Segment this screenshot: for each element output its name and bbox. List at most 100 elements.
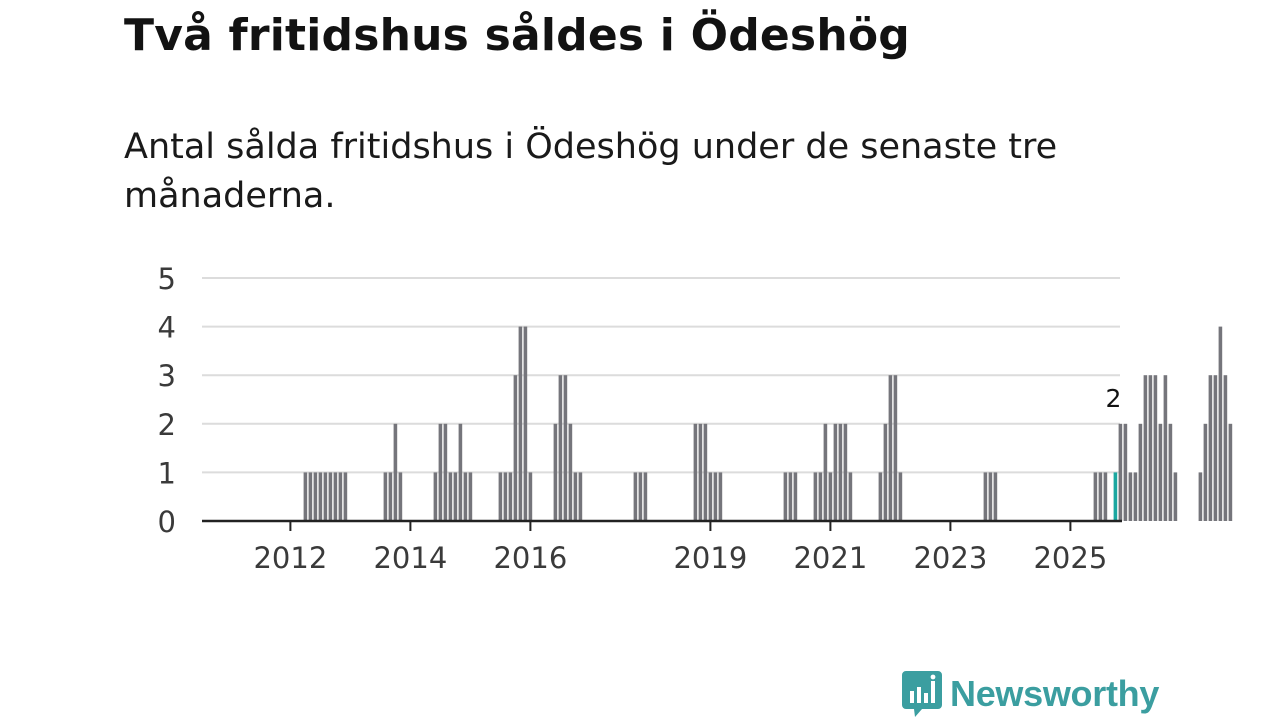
bar [388, 472, 393, 521]
bar [553, 423, 558, 521]
brand-name: Newsworthy [950, 673, 1160, 714]
bar [878, 472, 883, 521]
bar [833, 423, 838, 521]
bar [1223, 375, 1228, 521]
bar [988, 472, 993, 521]
bar [993, 472, 998, 521]
bar [783, 472, 788, 521]
bar [303, 472, 308, 521]
x-tick-label: 2014 [373, 541, 447, 575]
bar [1203, 423, 1208, 521]
bar [343, 472, 348, 521]
bar [823, 423, 828, 521]
y-tick-label: 2 [158, 408, 176, 442]
bar [638, 472, 643, 521]
bar [523, 326, 528, 521]
bar [813, 472, 818, 521]
bar [818, 472, 823, 521]
gridlines [202, 277, 1120, 474]
bar [1148, 375, 1153, 521]
bar [713, 472, 718, 521]
bar [313, 472, 318, 521]
newsworthy-logo: Newsworthy [902, 671, 1159, 717]
bar [1153, 375, 1158, 521]
bar [1143, 375, 1148, 521]
labels: 0 1 2 3 4 5 2012 2014 2016 2019 2021 2023 2025 2 [158, 262, 1127, 575]
annotation-label: 2 [1105, 384, 1121, 413]
x-tick-label: 2016 [493, 541, 567, 575]
bar [698, 423, 703, 521]
bar [318, 472, 323, 521]
bar [558, 375, 563, 521]
bar [1118, 423, 1123, 521]
bar [838, 423, 843, 521]
bar [328, 472, 333, 521]
bar [498, 472, 503, 521]
bar [1168, 423, 1173, 521]
bar [393, 423, 398, 521]
bar [1228, 423, 1233, 521]
bar [333, 472, 338, 521]
bar [633, 472, 638, 521]
bar [443, 423, 448, 521]
bar [503, 472, 508, 521]
bar [708, 472, 713, 521]
bar-highlight [1113, 472, 1118, 521]
x-tick-label: 2023 [913, 541, 987, 575]
bar [1173, 472, 1178, 521]
x-tick-label: 2025 [1033, 541, 1107, 575]
bar-chart-speech-bubble-icon [902, 671, 942, 717]
bar [453, 472, 458, 521]
bar [433, 472, 438, 521]
bar [463, 472, 468, 521]
bar [893, 375, 898, 521]
bar [703, 423, 708, 521]
bar [383, 472, 388, 521]
y-tick-label: 3 [158, 359, 176, 393]
bar [323, 472, 328, 521]
bar [458, 423, 463, 521]
chart-title: Två fritidshus såldes i Ödeshög [124, 10, 910, 61]
bar [693, 423, 698, 521]
bar [518, 326, 523, 521]
bar [788, 472, 793, 521]
y-tick-label: 4 [158, 311, 176, 345]
bar [528, 472, 533, 521]
bar [468, 472, 473, 521]
bar [983, 472, 988, 521]
bar [1208, 375, 1213, 521]
bar [1198, 472, 1203, 521]
bar [1158, 423, 1163, 521]
bar [338, 472, 343, 521]
bar [883, 423, 888, 521]
annotation-bubble [1100, 385, 1127, 411]
x-tick-label: 2021 [793, 541, 867, 575]
bar [1103, 472, 1108, 521]
bar [1098, 472, 1103, 521]
x-tick-label: 2019 [673, 541, 747, 575]
bar [438, 423, 443, 521]
bar [448, 472, 453, 521]
bar [508, 472, 513, 521]
bar [1218, 326, 1223, 521]
bar [513, 375, 518, 521]
bar [1128, 472, 1133, 521]
bar [563, 375, 568, 521]
bar [308, 472, 313, 521]
bar [718, 472, 723, 521]
bar [848, 472, 853, 521]
bars [303, 326, 1233, 521]
bar [828, 472, 833, 521]
bar [888, 375, 893, 521]
x-tick-label: 2012 [253, 541, 327, 575]
y-tick-label: 0 [158, 505, 176, 539]
bar [1138, 423, 1143, 521]
bar [1133, 472, 1138, 521]
bar [1213, 375, 1218, 521]
bar [793, 472, 798, 521]
bar [898, 472, 903, 521]
bar [643, 472, 648, 521]
bar [398, 472, 403, 521]
y-tick-label: 5 [158, 262, 176, 296]
